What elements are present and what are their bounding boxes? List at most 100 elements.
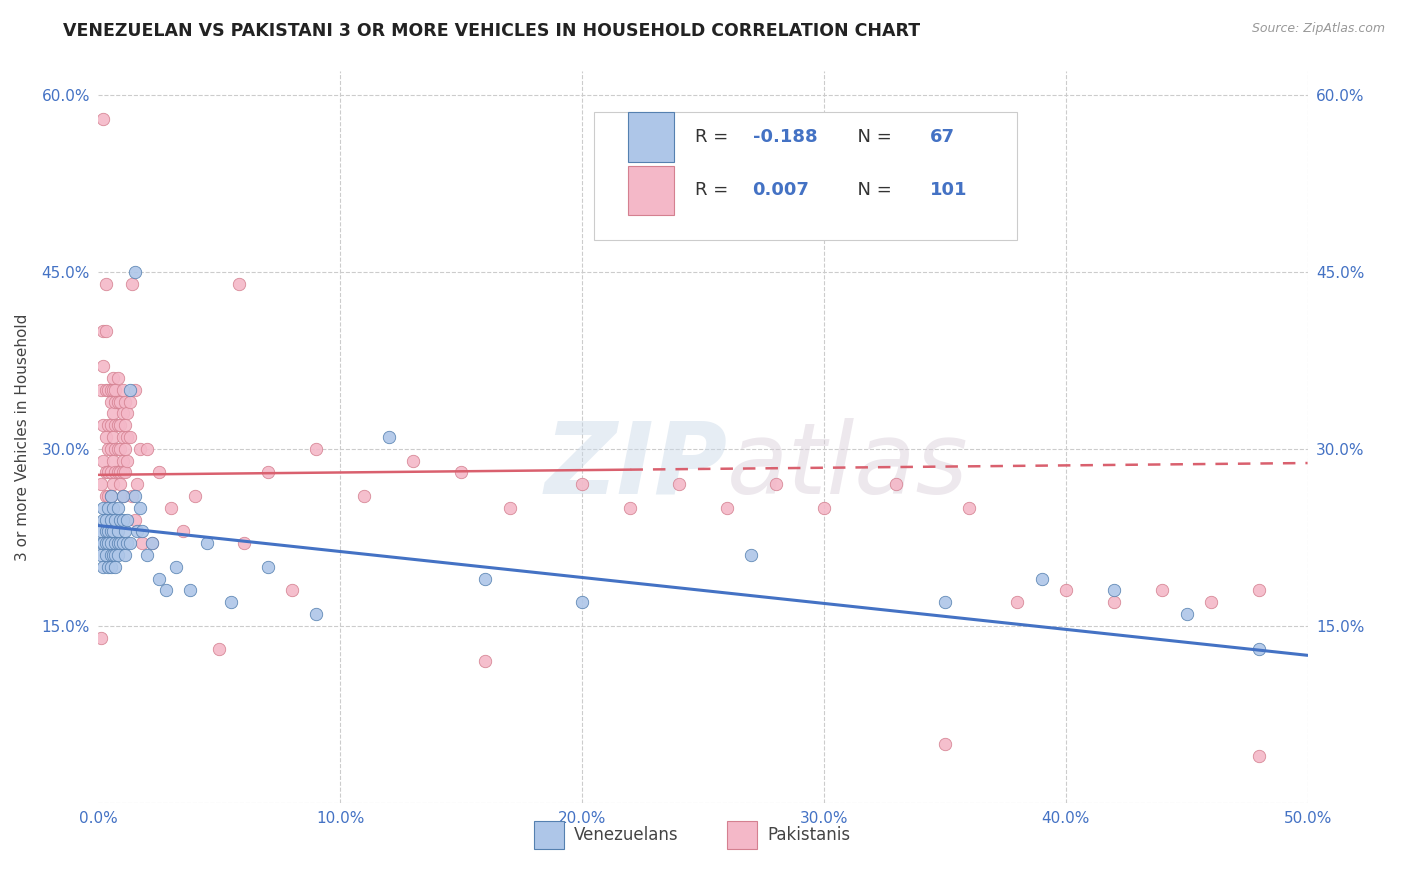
Point [101,524,124,539]
Point [107,536,129,550]
Point [114,418,136,433]
Point [121,489,143,503]
Text: Pakistanis: Pakistanis [768,826,851,844]
Point [104,394,127,409]
Point [228,277,250,291]
Point [101,371,124,385]
Point [934,595,956,609]
FancyBboxPatch shape [628,166,673,215]
Point [100,548,122,562]
FancyBboxPatch shape [534,821,564,849]
Point [108,536,131,550]
Point [118,430,141,444]
Point [101,477,124,491]
Point [765,477,787,491]
Point [100,513,122,527]
Point [108,442,131,456]
Point [1249,748,1271,763]
Text: R =: R = [695,181,734,200]
Point [104,548,127,562]
Point [1249,583,1271,598]
Point [104,466,127,480]
Point [101,430,124,444]
Point [91,536,114,550]
Point [104,536,127,550]
Point [114,548,136,562]
Point [100,383,122,397]
Text: -0.188: -0.188 [752,128,817,146]
Point [108,477,131,491]
Point [91,559,114,574]
Point [90,383,112,397]
Point [91,112,114,126]
Point [107,442,129,456]
Point [94,430,117,444]
Text: 0.007: 0.007 [752,181,810,200]
Point [111,383,134,397]
Point [100,394,122,409]
Point [104,442,127,456]
Point [740,548,762,562]
Point [94,383,117,397]
Point [124,383,146,397]
Point [131,536,153,550]
Point [107,394,129,409]
Text: Source: ZipAtlas.com: Source: ZipAtlas.com [1251,22,1385,36]
Point [100,489,122,503]
Point [141,536,163,550]
Point [281,583,304,598]
Point [127,524,149,539]
Text: N =: N = [845,181,897,200]
Point [111,536,134,550]
Point [474,654,496,668]
Point [450,466,472,480]
Point [121,277,143,291]
Point [107,524,129,539]
Point [94,524,117,539]
Point [114,394,136,409]
Point [111,430,134,444]
Point [111,453,134,467]
Point [107,548,129,562]
Point [100,524,122,539]
Point [1007,595,1029,609]
Text: 101: 101 [931,181,967,200]
Point [141,536,163,550]
Point [117,407,139,421]
Point [128,500,150,515]
Point [104,418,127,433]
Point [124,489,146,503]
Point [1054,583,1077,598]
Point [97,418,120,433]
Point [117,430,139,444]
Point [148,466,170,480]
Point [172,524,194,539]
Point [111,513,134,527]
Point [104,559,127,574]
Point [91,500,114,515]
Point [221,595,243,609]
Point [107,418,129,433]
Point [571,595,593,609]
Point [474,572,496,586]
Point [107,371,129,385]
Point [108,394,131,409]
Point [124,513,146,527]
Point [97,500,120,515]
Point [94,466,117,480]
Point [100,466,122,480]
Point [1152,583,1174,598]
Point [165,559,187,574]
Point [91,324,114,338]
Point [179,583,201,598]
Point [571,477,593,491]
Point [114,442,136,456]
FancyBboxPatch shape [628,112,673,162]
Point [97,536,120,550]
Point [111,489,134,503]
Point [94,513,117,527]
Point [135,548,157,562]
Point [94,277,117,291]
Point [91,453,114,467]
Point [104,383,127,397]
